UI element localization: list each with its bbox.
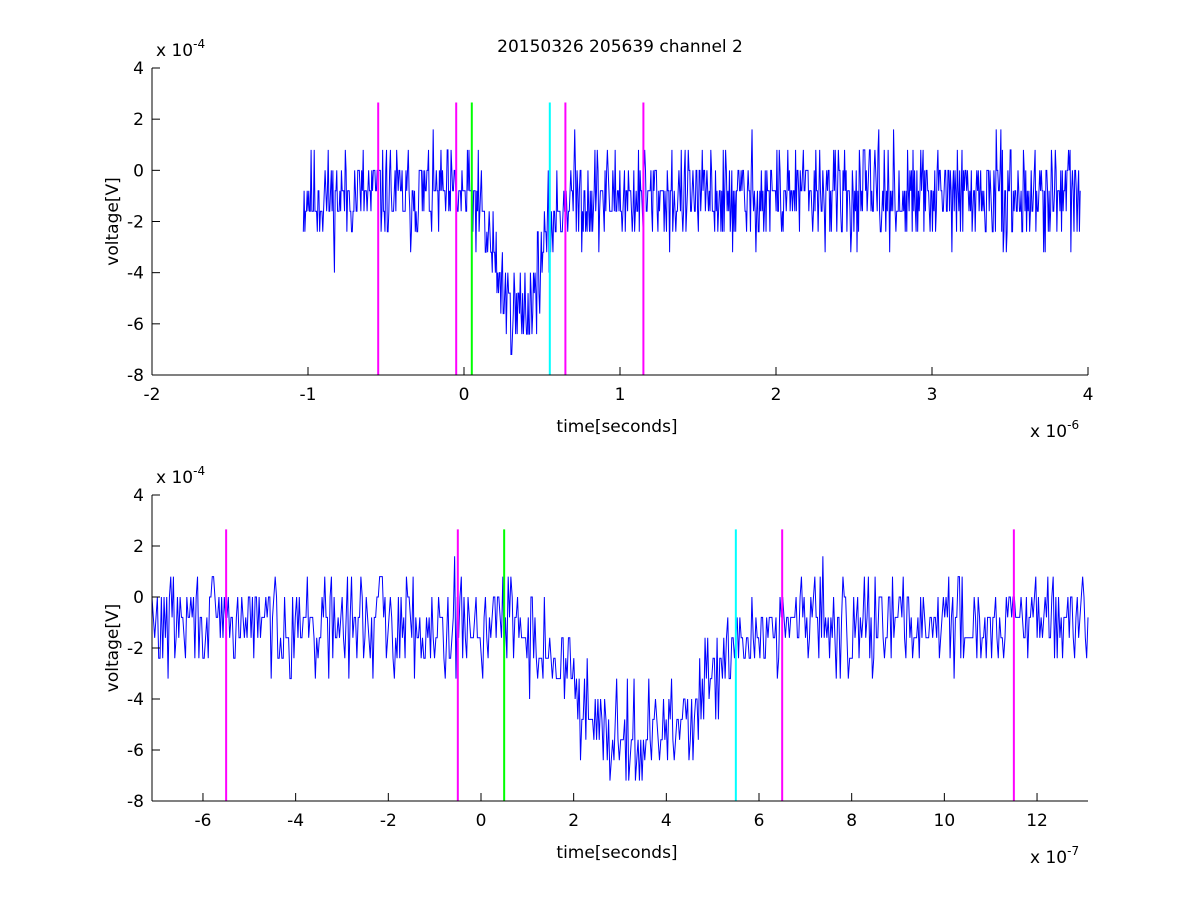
figure-title: 20150326 205639 channel 2	[497, 37, 743, 57]
y-tick-label: -8	[127, 366, 144, 386]
x-tick-label: -1	[300, 385, 317, 405]
x-exponent-power: -7	[1067, 844, 1079, 858]
y-tick-label: -4	[127, 264, 144, 284]
x-tick-label: -6	[194, 811, 211, 831]
y-tick-label: -6	[127, 315, 144, 335]
y-tick-label: -4	[127, 690, 144, 710]
x-tick-label: 2	[568, 811, 579, 831]
y-tick-label: -6	[127, 741, 144, 761]
x-tick-label: 12	[1026, 811, 1048, 831]
x-axis-exponent: x 10-6	[1030, 418, 1079, 442]
y-tick-label: 2	[133, 110, 144, 130]
y-exponent-power: -4	[193, 464, 205, 478]
y-tick-label: 0	[133, 588, 144, 608]
y-exponent-power: -4	[193, 37, 205, 51]
x-tick-label: -4	[287, 811, 304, 831]
x-tick-label: 10	[934, 811, 956, 831]
x-tick-label: 3	[927, 385, 938, 405]
x-tick-label: 6	[754, 811, 765, 831]
y-tick-label: 2	[133, 537, 144, 557]
x-tick-label: 4	[1083, 385, 1094, 405]
y-axis-exponent: x 10-4	[156, 464, 205, 488]
x-axis-label: time[seconds]	[556, 843, 677, 863]
y-tick-label: -8	[127, 792, 144, 812]
y-exponent-base: x 10	[156, 41, 193, 61]
x-exponent-base: x 10	[1030, 422, 1067, 442]
signal-trace	[151, 556, 1089, 781]
y-axis-label: voltage[V]	[103, 604, 123, 692]
x-tick-label: 1	[615, 385, 626, 405]
y-axis-label: voltage[V]	[103, 177, 123, 265]
y-tick-label: 4	[133, 59, 144, 79]
x-tick-label: 0	[476, 811, 487, 831]
y-axis-exponent: x 10-4	[156, 37, 205, 61]
x-tick-label: 4	[661, 811, 672, 831]
signal-trace	[302, 129, 1081, 356]
x-tick-label: 2	[771, 385, 782, 405]
x-tick-label: -2	[144, 385, 161, 405]
x-exponent-base: x 10	[1030, 848, 1067, 868]
y-tick-label: -2	[127, 213, 144, 233]
x-tick-label: 0	[459, 385, 470, 405]
x-tick-label: -2	[380, 811, 397, 831]
y-exponent-base: x 10	[156, 468, 193, 488]
x-axis-exponent: x 10-7	[1030, 844, 1079, 868]
x-tick-label: 8	[846, 811, 857, 831]
x-axis-label: time[seconds]	[556, 417, 677, 437]
y-tick-label: 0	[133, 161, 144, 181]
x-exponent-power: -6	[1067, 418, 1079, 432]
y-tick-label: -2	[127, 639, 144, 659]
y-tick-label: 4	[133, 486, 144, 506]
